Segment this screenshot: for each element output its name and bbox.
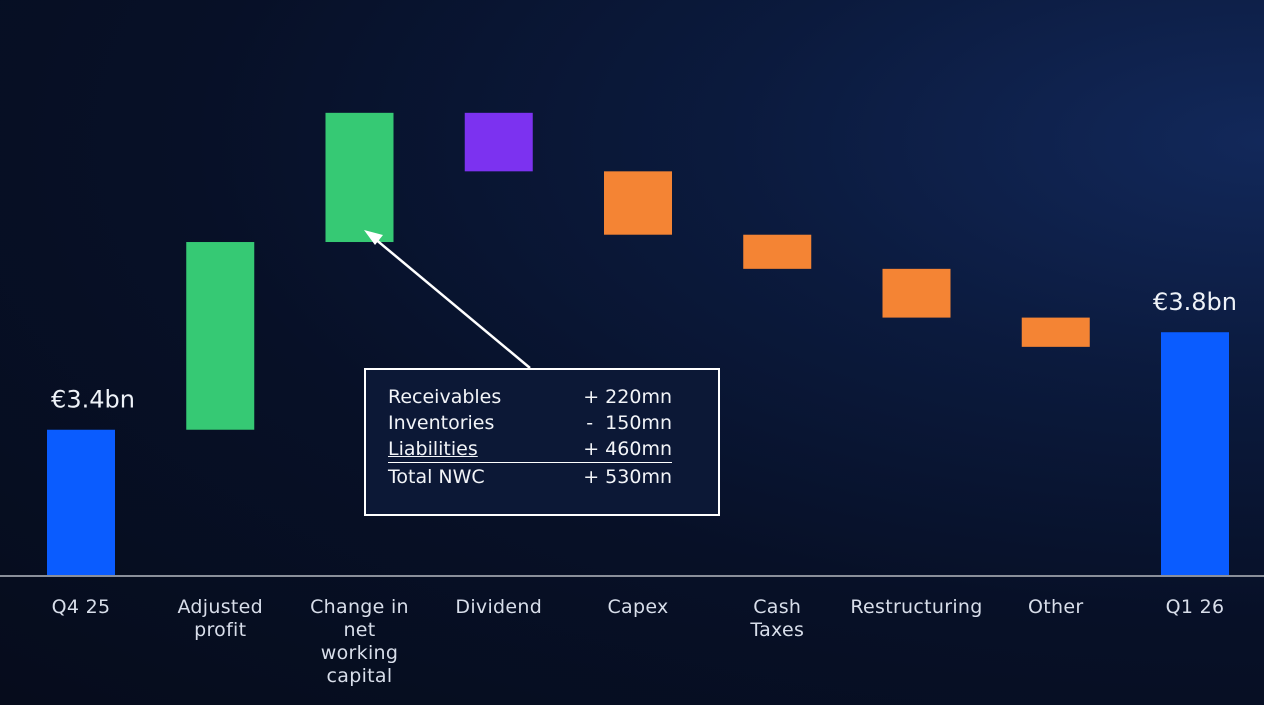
category-label: Change in net working capital bbox=[310, 596, 409, 687]
nwc-breakdown-callout: Receivables + 220mn Inventories - 150mn … bbox=[364, 368, 720, 516]
callout-row-receivables: Receivables + 220mn bbox=[388, 386, 672, 410]
bar-dividend bbox=[464, 112, 533, 172]
bar-q4-25 bbox=[47, 429, 115, 576]
callout-row-total-nwc: Total NWC + 530mn bbox=[388, 466, 672, 490]
bar-cash-taxes bbox=[743, 234, 812, 269]
bar-other bbox=[1021, 317, 1090, 347]
bar-q1-26 bbox=[1161, 332, 1229, 576]
callout-label: Receivables bbox=[388, 386, 502, 408]
bar-capex bbox=[604, 171, 672, 235]
total-value-label: €3.4bn bbox=[51, 386, 135, 414]
category-label: Other bbox=[1028, 596, 1083, 618]
bars-layer bbox=[47, 112, 1229, 576]
category-label: Q1 26 bbox=[1166, 596, 1225, 618]
category-label: Capex bbox=[607, 596, 668, 618]
callout-arrow bbox=[364, 230, 531, 369]
callout-value: - 150mn bbox=[586, 412, 672, 434]
callout-label: Total NWC bbox=[388, 466, 485, 488]
category-label: Restructuring bbox=[850, 596, 982, 618]
callout-label: Liabilities bbox=[388, 438, 478, 460]
callout-value: + 530mn bbox=[583, 466, 672, 488]
callout-value: + 220mn bbox=[583, 386, 672, 408]
total-value-label: €3.8bn bbox=[1153, 288, 1237, 316]
callout-value: + 460mn bbox=[583, 438, 672, 460]
bar-change-in-net-working-capital bbox=[325, 112, 394, 243]
labels-layer: €3.4bn Q4 25 Adjusted profit Change in net wor… bbox=[51, 288, 1237, 687]
category-label: Dividend bbox=[455, 596, 542, 618]
category-label: Q4 25 bbox=[52, 596, 111, 618]
callout-row-liabilities: Liabilities + 460mn bbox=[388, 438, 672, 463]
bar-adjusted-profit bbox=[186, 242, 255, 430]
callout-label: Inventories bbox=[388, 412, 495, 434]
bar-restructuring bbox=[882, 268, 951, 318]
category-label: Adjusted profit bbox=[177, 596, 263, 641]
category-label: Cash Taxes bbox=[749, 596, 804, 641]
callout-row-inventories: Inventories - 150mn bbox=[388, 412, 672, 436]
